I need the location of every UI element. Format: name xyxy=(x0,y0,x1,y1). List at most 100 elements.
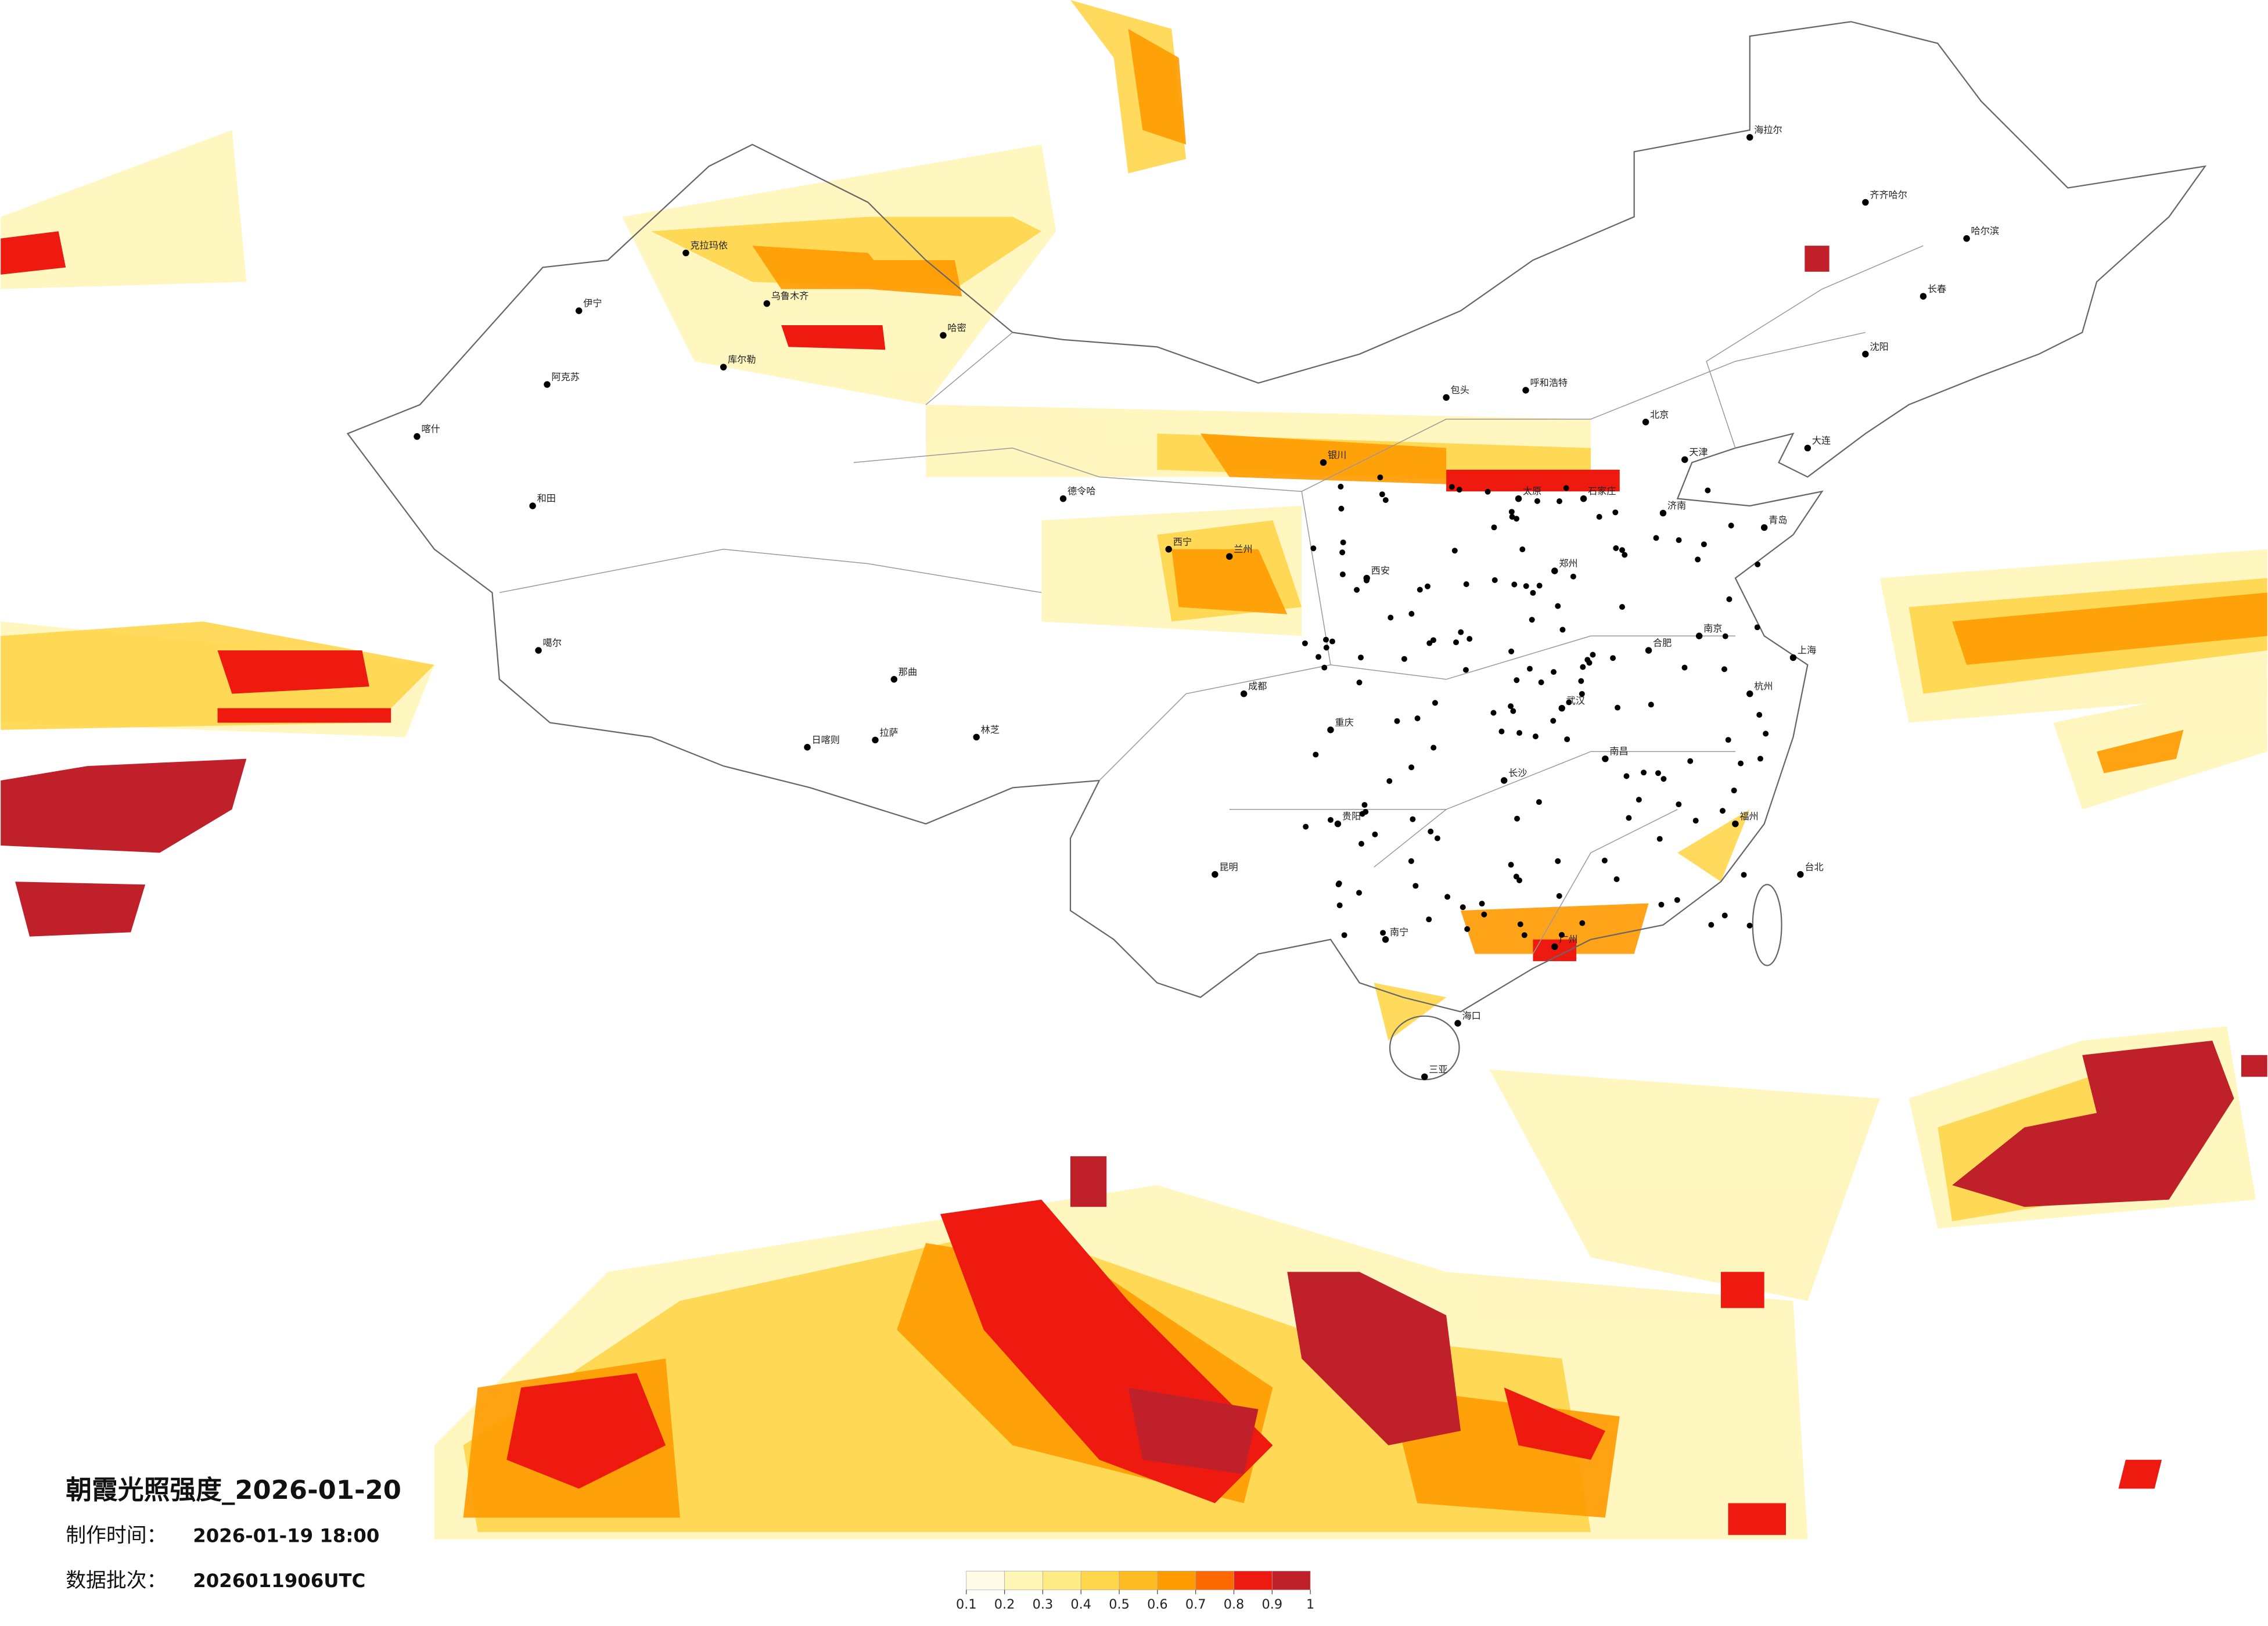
station-dot xyxy=(1514,815,1521,822)
station-dot xyxy=(1728,522,1734,528)
station-dot xyxy=(1508,648,1515,654)
city-label: 天津 xyxy=(1689,447,1708,458)
city-label: 海口 xyxy=(1462,1010,1480,1021)
city-dot xyxy=(1165,546,1172,553)
station-dot xyxy=(1613,876,1620,882)
city-label: 郑州 xyxy=(1559,558,1577,569)
station-dot xyxy=(1564,736,1570,743)
station-dot xyxy=(1408,858,1414,864)
station-dot xyxy=(1514,516,1520,522)
colorbar-label: 0.5 xyxy=(1109,1597,1130,1612)
city-dot xyxy=(1695,632,1703,639)
city-label: 济南 xyxy=(1667,500,1686,511)
station-dot xyxy=(1708,922,1715,928)
city-label: 日喀则 xyxy=(811,734,839,745)
city-dot xyxy=(1551,567,1558,574)
station-dot xyxy=(1656,836,1663,842)
station-dot xyxy=(1536,582,1543,589)
station-dot xyxy=(1681,664,1688,671)
station-dot xyxy=(1434,835,1440,841)
station-dot xyxy=(1719,808,1726,814)
station-dot xyxy=(1323,645,1329,651)
station-dot xyxy=(1372,831,1378,837)
station-dot xyxy=(1508,862,1514,868)
station-dot xyxy=(1757,756,1763,762)
station-dot xyxy=(1481,911,1487,918)
colorbar-label: 0.6 xyxy=(1147,1597,1168,1612)
station-dot xyxy=(1303,823,1309,830)
colorbar-swatch xyxy=(1234,1571,1273,1591)
station-dot xyxy=(1557,498,1562,505)
station-dot xyxy=(1695,556,1701,563)
city-label: 福州 xyxy=(1739,811,1758,822)
station-dot xyxy=(1382,497,1389,503)
station-dot xyxy=(1451,548,1458,554)
station-dot xyxy=(1721,912,1728,919)
city-dot xyxy=(1551,943,1558,950)
station-dot xyxy=(1559,627,1566,633)
station-dot xyxy=(1555,603,1561,609)
station-dot xyxy=(1610,655,1616,661)
station-dot xyxy=(1579,690,1585,697)
station-dot xyxy=(1529,617,1535,623)
station-dot xyxy=(1578,678,1584,684)
station-dot xyxy=(1340,539,1346,546)
station-dot xyxy=(1491,524,1497,531)
station-dot xyxy=(1379,491,1385,498)
station-dot xyxy=(1676,801,1682,808)
city-label: 林芝 xyxy=(981,724,1000,735)
city-label: 三亚 xyxy=(1429,1064,1447,1075)
city-label: 南宁 xyxy=(1390,926,1408,937)
city-dot xyxy=(1804,444,1811,452)
city-dot xyxy=(414,433,420,440)
station-dot xyxy=(1462,667,1469,673)
city-dot xyxy=(1963,235,1970,242)
colorbar-swatch xyxy=(966,1571,1005,1591)
station-dot xyxy=(1444,894,1451,900)
station-dot xyxy=(1479,901,1485,907)
city-dot xyxy=(1797,871,1804,878)
station-dot xyxy=(1619,547,1625,553)
station-dot xyxy=(1508,509,1515,515)
station-dot xyxy=(1658,901,1665,908)
station-dot xyxy=(1660,776,1667,782)
station-dot xyxy=(1687,758,1694,764)
city-label: 哈密 xyxy=(947,322,966,333)
station-dot xyxy=(1523,583,1529,589)
station-dot xyxy=(1526,665,1533,672)
city-dot xyxy=(1789,654,1797,661)
city-label: 和田 xyxy=(537,493,556,504)
station-dot xyxy=(1722,633,1728,639)
city-label: 太原 xyxy=(1523,485,1541,497)
station-dot xyxy=(1517,921,1523,927)
station-dot xyxy=(1590,652,1596,658)
station-dot xyxy=(1579,920,1586,926)
station-dot xyxy=(1302,640,1308,646)
station-dot xyxy=(1636,797,1642,803)
city-dot xyxy=(529,502,536,509)
station-dot xyxy=(1430,744,1437,751)
city-dot xyxy=(1558,704,1565,712)
station-dot xyxy=(1615,704,1621,711)
station-dot xyxy=(1408,764,1415,771)
station-dot xyxy=(1622,552,1628,558)
colorbar-swatch xyxy=(1043,1571,1081,1591)
city-dot xyxy=(1602,755,1609,762)
station-dot xyxy=(1410,816,1416,822)
station-dot xyxy=(1538,679,1544,685)
city-dot xyxy=(890,676,898,683)
station-dots xyxy=(1302,474,1769,938)
station-dot xyxy=(1674,897,1680,903)
station-dot xyxy=(1321,664,1328,671)
city-dot xyxy=(535,647,542,654)
station-dot xyxy=(1458,629,1464,635)
station-dot xyxy=(1721,666,1727,672)
city-dot xyxy=(804,744,811,751)
colorbar-swatch xyxy=(1195,1571,1234,1591)
city-dot xyxy=(1580,495,1587,502)
colorbar-label: 0.9 xyxy=(1262,1597,1283,1612)
station-dot xyxy=(1532,733,1539,740)
city-label: 成都 xyxy=(1248,681,1267,692)
colorbar-swatch xyxy=(1271,1571,1311,1591)
colorbar: 0.1 0.2 0.3 0.4 0.5 0.6 0.7 0.8 0.9 1 xyxy=(956,1571,1314,1612)
